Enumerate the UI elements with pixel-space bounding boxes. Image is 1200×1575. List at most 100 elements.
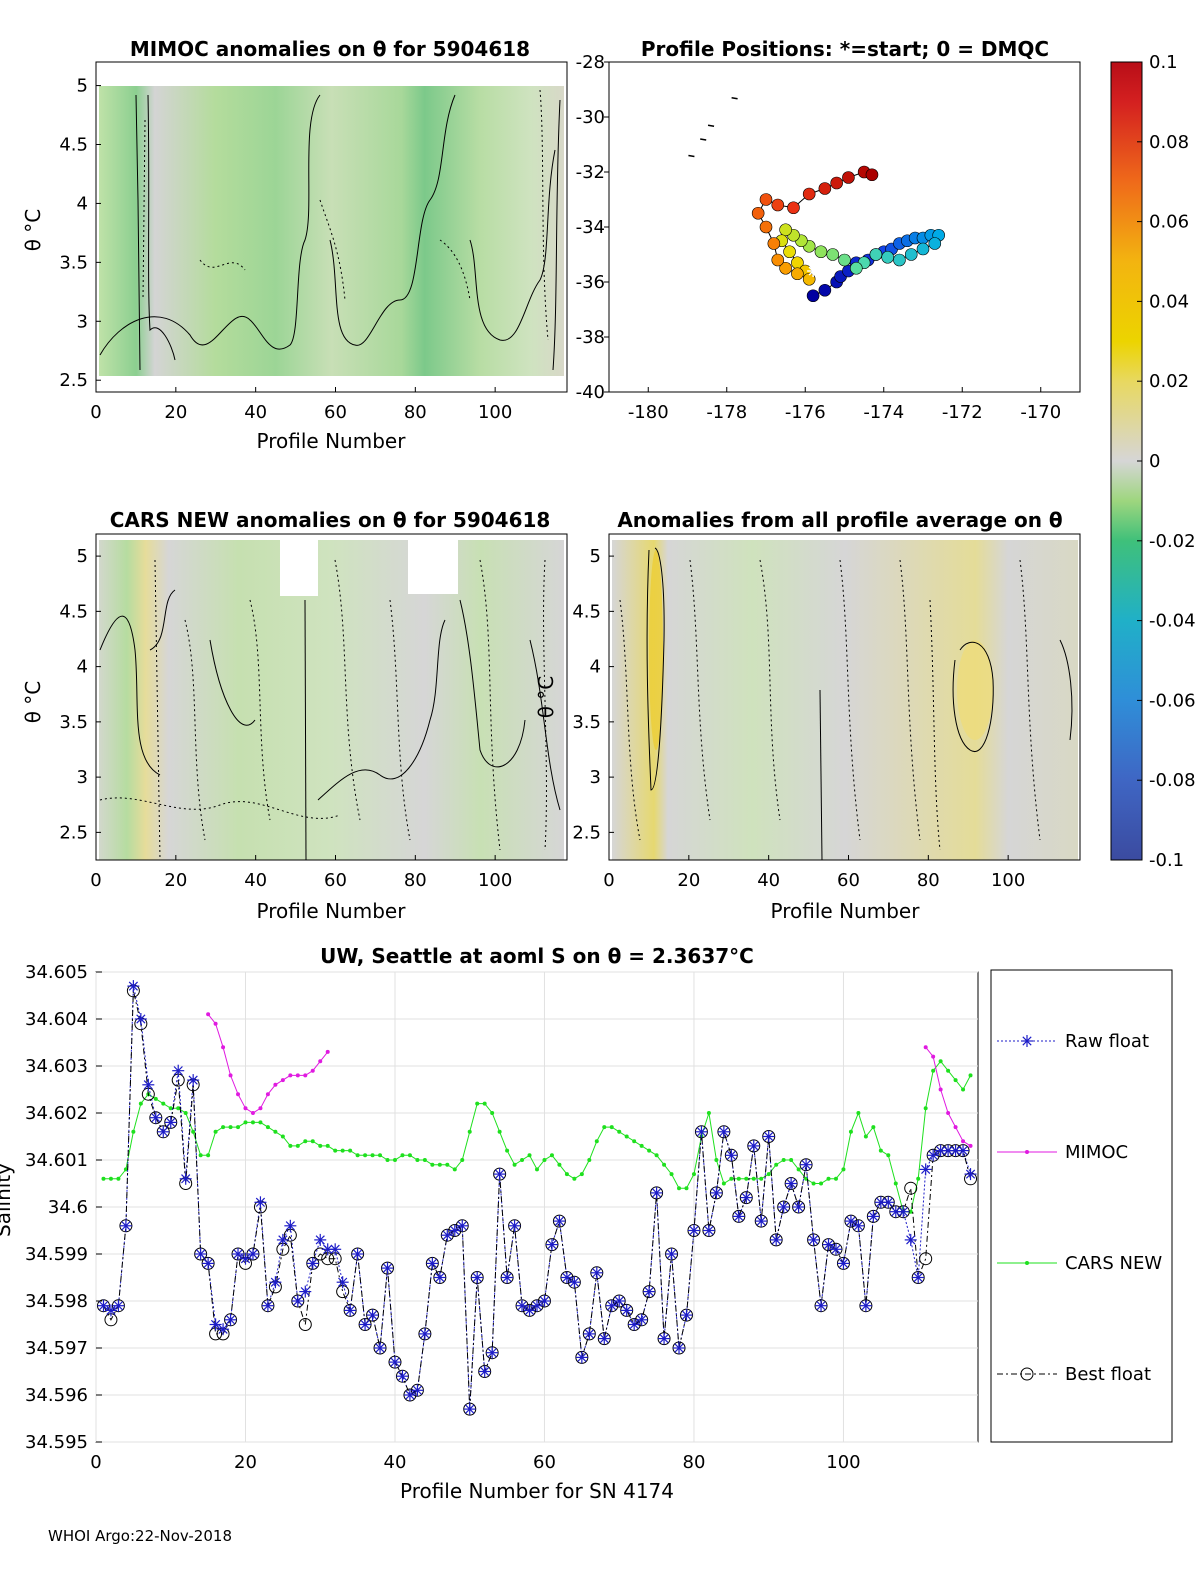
raw-float-point [867, 1210, 880, 1223]
raw-float-point [800, 1158, 813, 1171]
raw-float-point [732, 1210, 745, 1223]
raw-float-point [770, 1233, 783, 1246]
star-stroke [487, 1348, 497, 1358]
colorbar-tick-label: 0 [1149, 451, 1160, 472]
cars-new-point [348, 1148, 353, 1153]
raw-float-point [882, 1196, 895, 1209]
raw-float-point [912, 1271, 925, 1284]
star-stroke [1022, 1036, 1032, 1046]
cars-new-point [378, 1153, 383, 1158]
star-stroke [651, 1188, 662, 1198]
star-stroke [741, 1192, 751, 1203]
mimoc-point [258, 1106, 263, 1111]
star-stroke [726, 1150, 736, 1160]
cars-new-point [789, 1158, 794, 1162]
cars-new-point [191, 1129, 196, 1134]
allavg-contours [646, 547, 1073, 861]
x-tick-label: -174 [863, 402, 904, 423]
raw-float-point [755, 1215, 768, 1228]
cars-new-point [422, 1158, 427, 1162]
x-tick-label: 80 [404, 402, 427, 423]
star-stroke [704, 1225, 714, 1236]
cars-new-point [138, 1101, 143, 1106]
star-stroke [450, 1225, 460, 1236]
best-float-line [103, 990, 972, 1410]
raw-float-point [575, 1351, 588, 1364]
raw-float-point [418, 1327, 431, 1340]
cars-new-point [781, 1158, 786, 1162]
star-stroke [128, 981, 138, 991]
cars-new-point [400, 1153, 405, 1158]
cars-new-point [108, 1176, 113, 1181]
track-point [771, 198, 785, 212]
cars-new-point [602, 1125, 607, 1130]
raw-float-point [844, 1215, 857, 1228]
colorbar: 0.1 0.08 0.06 0.04 0.02 0 -0.02 -0.04 -0.06 -0.08… [1110, 52, 1196, 871]
x-tick-label: -176 [785, 402, 826, 423]
raw-float-point [673, 1342, 686, 1354]
star-stroke [113, 1301, 124, 1311]
raw-float-point [119, 1219, 132, 1232]
cars-new-point [677, 1186, 682, 1191]
colorbar-tick-label: 0.04 [1149, 291, 1189, 312]
raw-float-point [306, 1257, 319, 1270]
cars-new-point [721, 1181, 726, 1186]
track-point [830, 176, 843, 190]
colorbar-tick-label: -0.02 [1149, 531, 1196, 552]
y-tick-label: 34.595 [25, 1432, 88, 1453]
star-stroke [225, 1315, 236, 1325]
star-stroke [764, 1131, 774, 1142]
star-stroke [390, 1357, 400, 1367]
float-track [751, 165, 946, 303]
star-stroke [367, 1310, 378, 1320]
raw-float-point [112, 1299, 125, 1312]
star-stroke [547, 1239, 557, 1250]
raw-float-point [501, 1271, 514, 1284]
cars-new-point [961, 1087, 966, 1092]
mimoc-point [325, 1049, 330, 1054]
x-tick-label: 0 [90, 402, 101, 423]
star-stroke [495, 1169, 505, 1179]
cars-new-point [206, 1153, 211, 1158]
track-point [893, 253, 906, 267]
star-stroke [517, 1301, 527, 1311]
star-stroke [136, 1014, 146, 1024]
star-stroke [749, 1141, 759, 1151]
raw-float-point [919, 1163, 932, 1176]
star-stroke [442, 1230, 452, 1240]
x-tick-label: 60 [533, 1452, 556, 1473]
raw-float-point [747, 1139, 760, 1152]
colorbar-ticks: 0.1 0.08 0.06 0.04 0.02 0 -0.02 -0.04 -0.06 -0.08… [1137, 52, 1196, 871]
track-point [787, 201, 800, 215]
raw-float-point [523, 1304, 536, 1317]
raw-float-point [269, 1276, 282, 1289]
raw-float-point [314, 1233, 327, 1246]
star-stroke [106, 1305, 116, 1316]
raw-float-point [381, 1262, 394, 1275]
mimoc-point [961, 1139, 966, 1144]
track-point [759, 193, 773, 206]
y-tick-label: -30 [576, 107, 605, 128]
y-tick-label: 4 [590, 657, 601, 678]
raw-float-point [680, 1309, 693, 1322]
star-stroke [689, 1225, 699, 1236]
cars-new-point [946, 1068, 951, 1073]
star-stroke [577, 1352, 587, 1363]
cars-contours [99, 589, 561, 861]
cars-new-point [684, 1186, 689, 1191]
cars-new-point [213, 1129, 218, 1134]
star-stroke [719, 1127, 729, 1137]
raw-float-point [874, 1196, 887, 1209]
cars-new-point [452, 1167, 457, 1172]
star-stroke [756, 1216, 766, 1226]
star-stroke [734, 1211, 744, 1222]
cars-new-point [116, 1176, 121, 1181]
raw-float-point [388, 1356, 401, 1369]
star-stroke [524, 1305, 535, 1316]
coast-outline [688, 97, 738, 158]
best-float-point [919, 1252, 933, 1266]
star-stroke [936, 1145, 946, 1156]
star-stroke [98, 1301, 109, 1311]
cars-ylabel: θ °C [21, 681, 45, 724]
